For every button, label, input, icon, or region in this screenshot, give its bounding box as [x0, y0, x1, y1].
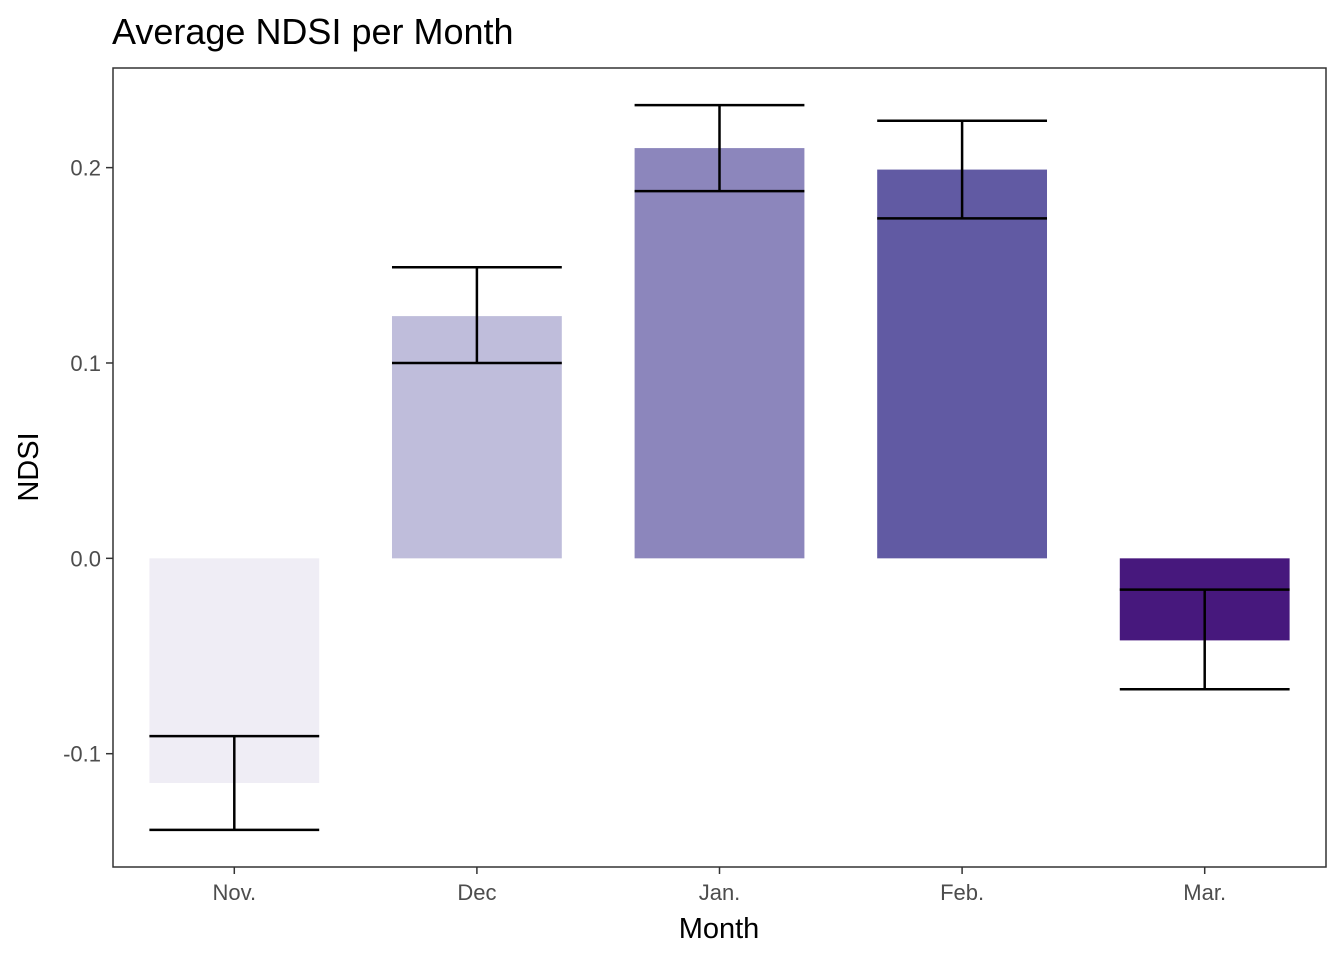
x-tick-label: Feb.	[940, 880, 984, 905]
y-tick-label: 0.0	[70, 546, 101, 571]
error-bar-dec	[391, 266, 562, 365]
chart-title: Average NDSI per Month	[112, 11, 514, 52]
x-tick-label: Mar.	[1183, 880, 1226, 905]
y-tick-label: -0.1	[63, 742, 101, 767]
x-tick-label: Jan.	[699, 880, 741, 905]
error-bar-nov	[149, 734, 320, 832]
y-axis-title: NDSI	[13, 432, 45, 501]
error-bar-feb	[877, 119, 1048, 220]
x-axis-title: Month	[679, 913, 760, 945]
y-axis: -0.1 0.0 0.1 0.2	[63, 156, 113, 767]
x-tick-label: Dec	[457, 880, 496, 905]
error-bar-jan	[634, 103, 805, 193]
error-bars-layer	[149, 103, 1290, 832]
error-bar-mar	[1119, 588, 1290, 691]
y-tick-label: 0.1	[70, 351, 101, 376]
y-tick-label: 0.2	[70, 156, 101, 181]
x-tick-label: Nov.	[212, 880, 256, 905]
bar-feb	[877, 169, 1048, 559]
bar-jan	[634, 148, 805, 559]
bars-layer	[149, 148, 1290, 783]
x-axis: Nov. Dec Jan. Feb. Mar.	[212, 867, 1226, 905]
